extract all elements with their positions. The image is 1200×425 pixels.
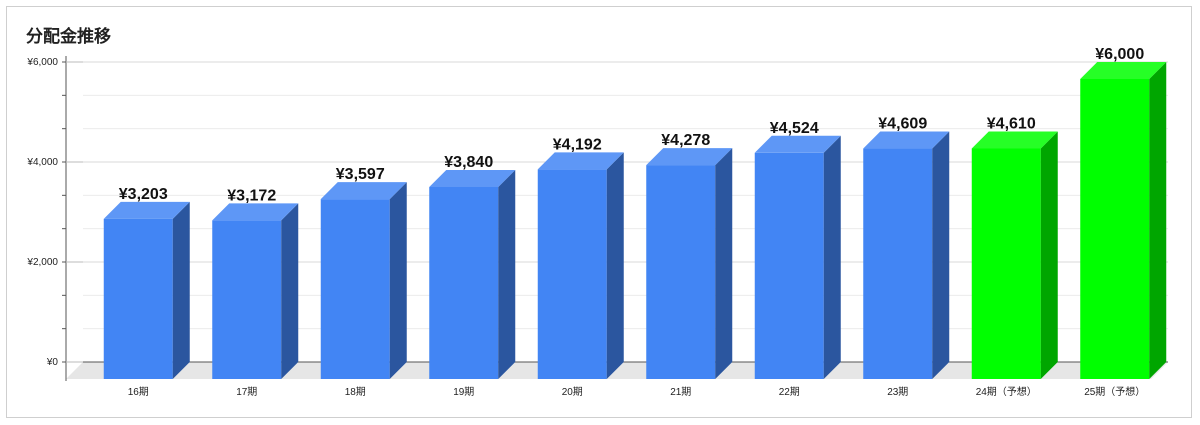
y-tick-label: ¥2,000: [26, 257, 58, 268]
x-tick-label: 16期: [128, 386, 149, 398]
bar-top: [103, 201, 190, 219]
bar-top: [320, 182, 407, 200]
y-tick-label: ¥4,000: [26, 157, 58, 168]
bar-side: [498, 170, 516, 379]
data-label: ¥3,172: [227, 187, 276, 204]
bar: [537, 152, 624, 379]
bar: [971, 131, 1058, 379]
labels-layer: ¥3,203 16期 ¥3,172 17期 ¥3,597 18期 ¥3,840 19期 ¥4,1…: [119, 46, 1146, 398]
bar-front: [863, 148, 933, 379]
bar-front: [537, 169, 607, 379]
bar: [863, 131, 950, 379]
data-label: ¥6,000: [1095, 46, 1144, 63]
x-tick-label: 24期（予想）: [976, 385, 1037, 398]
chart-title: 分配金推移: [26, 27, 111, 47]
x-tick-label: 21期: [670, 386, 691, 398]
x-tick-label: 25期（予想）: [1084, 385, 1145, 398]
bar: [646, 148, 733, 379]
bar-front: [320, 199, 390, 379]
data-label: ¥4,192: [553, 136, 602, 153]
data-label: ¥3,597: [336, 166, 385, 183]
data-label: ¥4,610: [987, 116, 1036, 133]
bar-side: [1040, 131, 1058, 379]
y-tick-label: ¥6,000: [26, 57, 58, 68]
data-label: ¥3,840: [444, 154, 493, 171]
bar-top: [863, 131, 950, 149]
bar-side: [932, 131, 950, 379]
bar: [103, 201, 190, 379]
bar: [1080, 62, 1167, 379]
data-label: ¥4,524: [770, 120, 819, 137]
bar-top: [754, 135, 841, 153]
bars-layer: [103, 62, 1167, 379]
x-tick-label: 23期: [887, 386, 908, 398]
bar: [429, 170, 516, 379]
bar: [754, 135, 841, 379]
bar: [320, 182, 407, 379]
bar-side: [281, 203, 299, 379]
bar-top: [1080, 62, 1167, 79]
bar-top: [212, 203, 299, 221]
x-tick-label: 20期: [562, 386, 583, 398]
bar-top: [971, 131, 1058, 149]
bar-front: [429, 187, 499, 379]
x-tick-label: 17期: [236, 386, 257, 398]
bar-side: [389, 182, 407, 379]
bar-side: [606, 152, 624, 379]
bar-front: [103, 218, 173, 379]
bar-top: [537, 152, 624, 170]
bar-top: [429, 170, 516, 187]
bar-side: [715, 148, 733, 379]
y-tick-label: ¥0: [46, 357, 59, 368]
x-tick-label: 18期: [345, 386, 366, 398]
data-label: ¥4,609: [878, 116, 927, 133]
bar-front: [646, 165, 716, 379]
bar-side: [823, 135, 841, 379]
bar-side: [172, 201, 190, 379]
bar-front: [754, 152, 824, 379]
x-tick-label: 22期: [779, 386, 800, 398]
bar: [212, 203, 299, 379]
bar-top: [646, 148, 733, 166]
data-label: ¥4,278: [661, 132, 710, 149]
bar-side: [1149, 62, 1167, 379]
data-label: ¥3,203: [119, 186, 168, 203]
bar-front: [971, 148, 1041, 379]
bar-front: [212, 220, 282, 379]
x-tick-label: 19期: [453, 386, 474, 398]
bar-front: [1080, 79, 1150, 379]
